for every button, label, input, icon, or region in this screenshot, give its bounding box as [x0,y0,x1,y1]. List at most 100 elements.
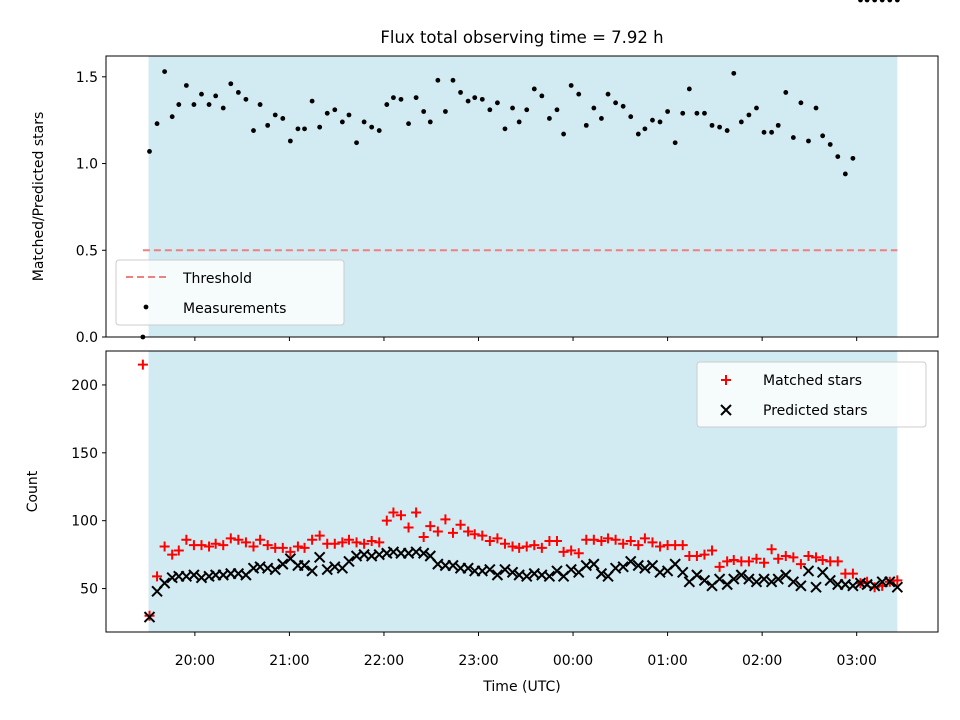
bottom-plot-frame [105,350,939,633]
predicted-star-point [313,551,326,564]
matched-star-point [204,541,215,552]
matched-star-point [588,534,599,545]
legend-matched-label: Matched stars [763,373,862,389]
measurement-point [413,95,419,101]
measurement-point [827,142,833,147]
measurement-point [421,109,427,114]
measurement-point [850,155,856,161]
predicted-star-point [772,573,784,585]
measurement-point [465,98,471,104]
measurement-point [547,116,552,121]
matched-star-point [514,542,525,553]
matched-star-point [573,548,584,559]
matched-star-point [343,534,354,545]
legend-predicted-swatch [720,404,732,416]
predicted-star-point [632,559,644,572]
measurement-point [309,98,315,104]
top-panel: 0.0 0.5 1.0 1.5 Matched/Predicted stars Thr… [31,0,939,346]
measurement-point [864,0,870,3]
top-x-axis-ticks [194,337,858,341]
measurement-point [220,105,226,111]
matched-star-point [455,519,466,530]
x-tick-label: 21:00 [269,653,309,669]
measurement-point [479,96,485,102]
predicted-star-point [506,566,519,578]
measurement-point [731,70,737,76]
predicted-star-point [499,563,511,576]
predicted-star-point [698,574,711,587]
matched-star-point [403,522,414,533]
matched-star-point [633,540,644,551]
measurement-point [354,140,359,146]
matched-star-point [173,545,184,556]
measurement-point [458,90,463,95]
predicted-star-point [298,559,311,572]
x-axis-label: Time (UTC) [482,679,560,695]
legend-threshold-label: Threshold [182,271,252,287]
predicted-star-point [824,574,836,587]
measurement-point [657,119,663,125]
predicted-star-point [343,555,355,568]
matched-star-point [152,571,163,582]
predicted-star-point [595,567,608,580]
matched-star-point [366,536,377,547]
measurement-point [427,119,433,125]
measurement-point [775,122,781,128]
measurement-point [790,135,796,140]
matched-star-point [374,537,385,548]
predicted-star-point [269,563,281,576]
matched-star-point [566,545,577,556]
measurement-point [769,129,774,135]
y-tick-label: 100 [71,514,98,530]
matched-star-point [507,541,518,552]
measurement-point [154,121,160,127]
measurement-point [213,93,219,99]
predicted-star-point [677,566,689,578]
measurement-point [894,0,900,3]
measurement-point [613,100,618,106]
predicted-star-point [758,573,770,585]
measurement-point [272,112,278,118]
y-tick-label: 0.0 [76,330,98,346]
measurement-point [746,112,752,118]
measurement-point [605,91,611,97]
bottom-y-axis-ticks: 50 100 150 200 [71,378,106,598]
matched-star-point [551,536,562,547]
measurement-point [183,83,189,88]
measurement-point [820,133,826,139]
predicted-star-point [891,581,904,593]
measurement-points [140,0,900,340]
matched-star-point [795,559,806,570]
matched-star-point [233,534,244,545]
top-y-axis-ticks: 0.0 0.5 1.0 1.5 [76,70,106,346]
matched-star-points [137,359,903,621]
matched-star-point [743,556,754,567]
matched-star-point [625,536,636,547]
measurement-point [650,117,655,123]
y-tick-label: 200 [71,378,98,394]
measurement-point [502,126,508,132]
matched-star-point [418,531,429,542]
matched-star-point [832,556,843,567]
predicted-star-point [743,573,755,585]
measurement-point [717,124,722,130]
measurement-point [199,91,204,97]
measurement-point [754,105,759,111]
top-legend-box [115,259,345,326]
measurement-point [576,91,582,97]
y-tick-label: 150 [71,446,98,462]
matched-star-point [558,546,569,557]
matched-star-point [655,541,666,552]
measurement-point [539,93,545,99]
matched-star-point [440,514,451,525]
measurement-point [398,96,404,102]
measurement-point [724,128,730,133]
matched-star-point [359,538,370,549]
measurement-point [302,126,307,132]
measurement-point [487,107,493,113]
y-tick-label: 50 [80,582,98,598]
matched-star-point [425,521,436,532]
matched-star-point [299,542,310,553]
measurement-point [798,100,804,106]
